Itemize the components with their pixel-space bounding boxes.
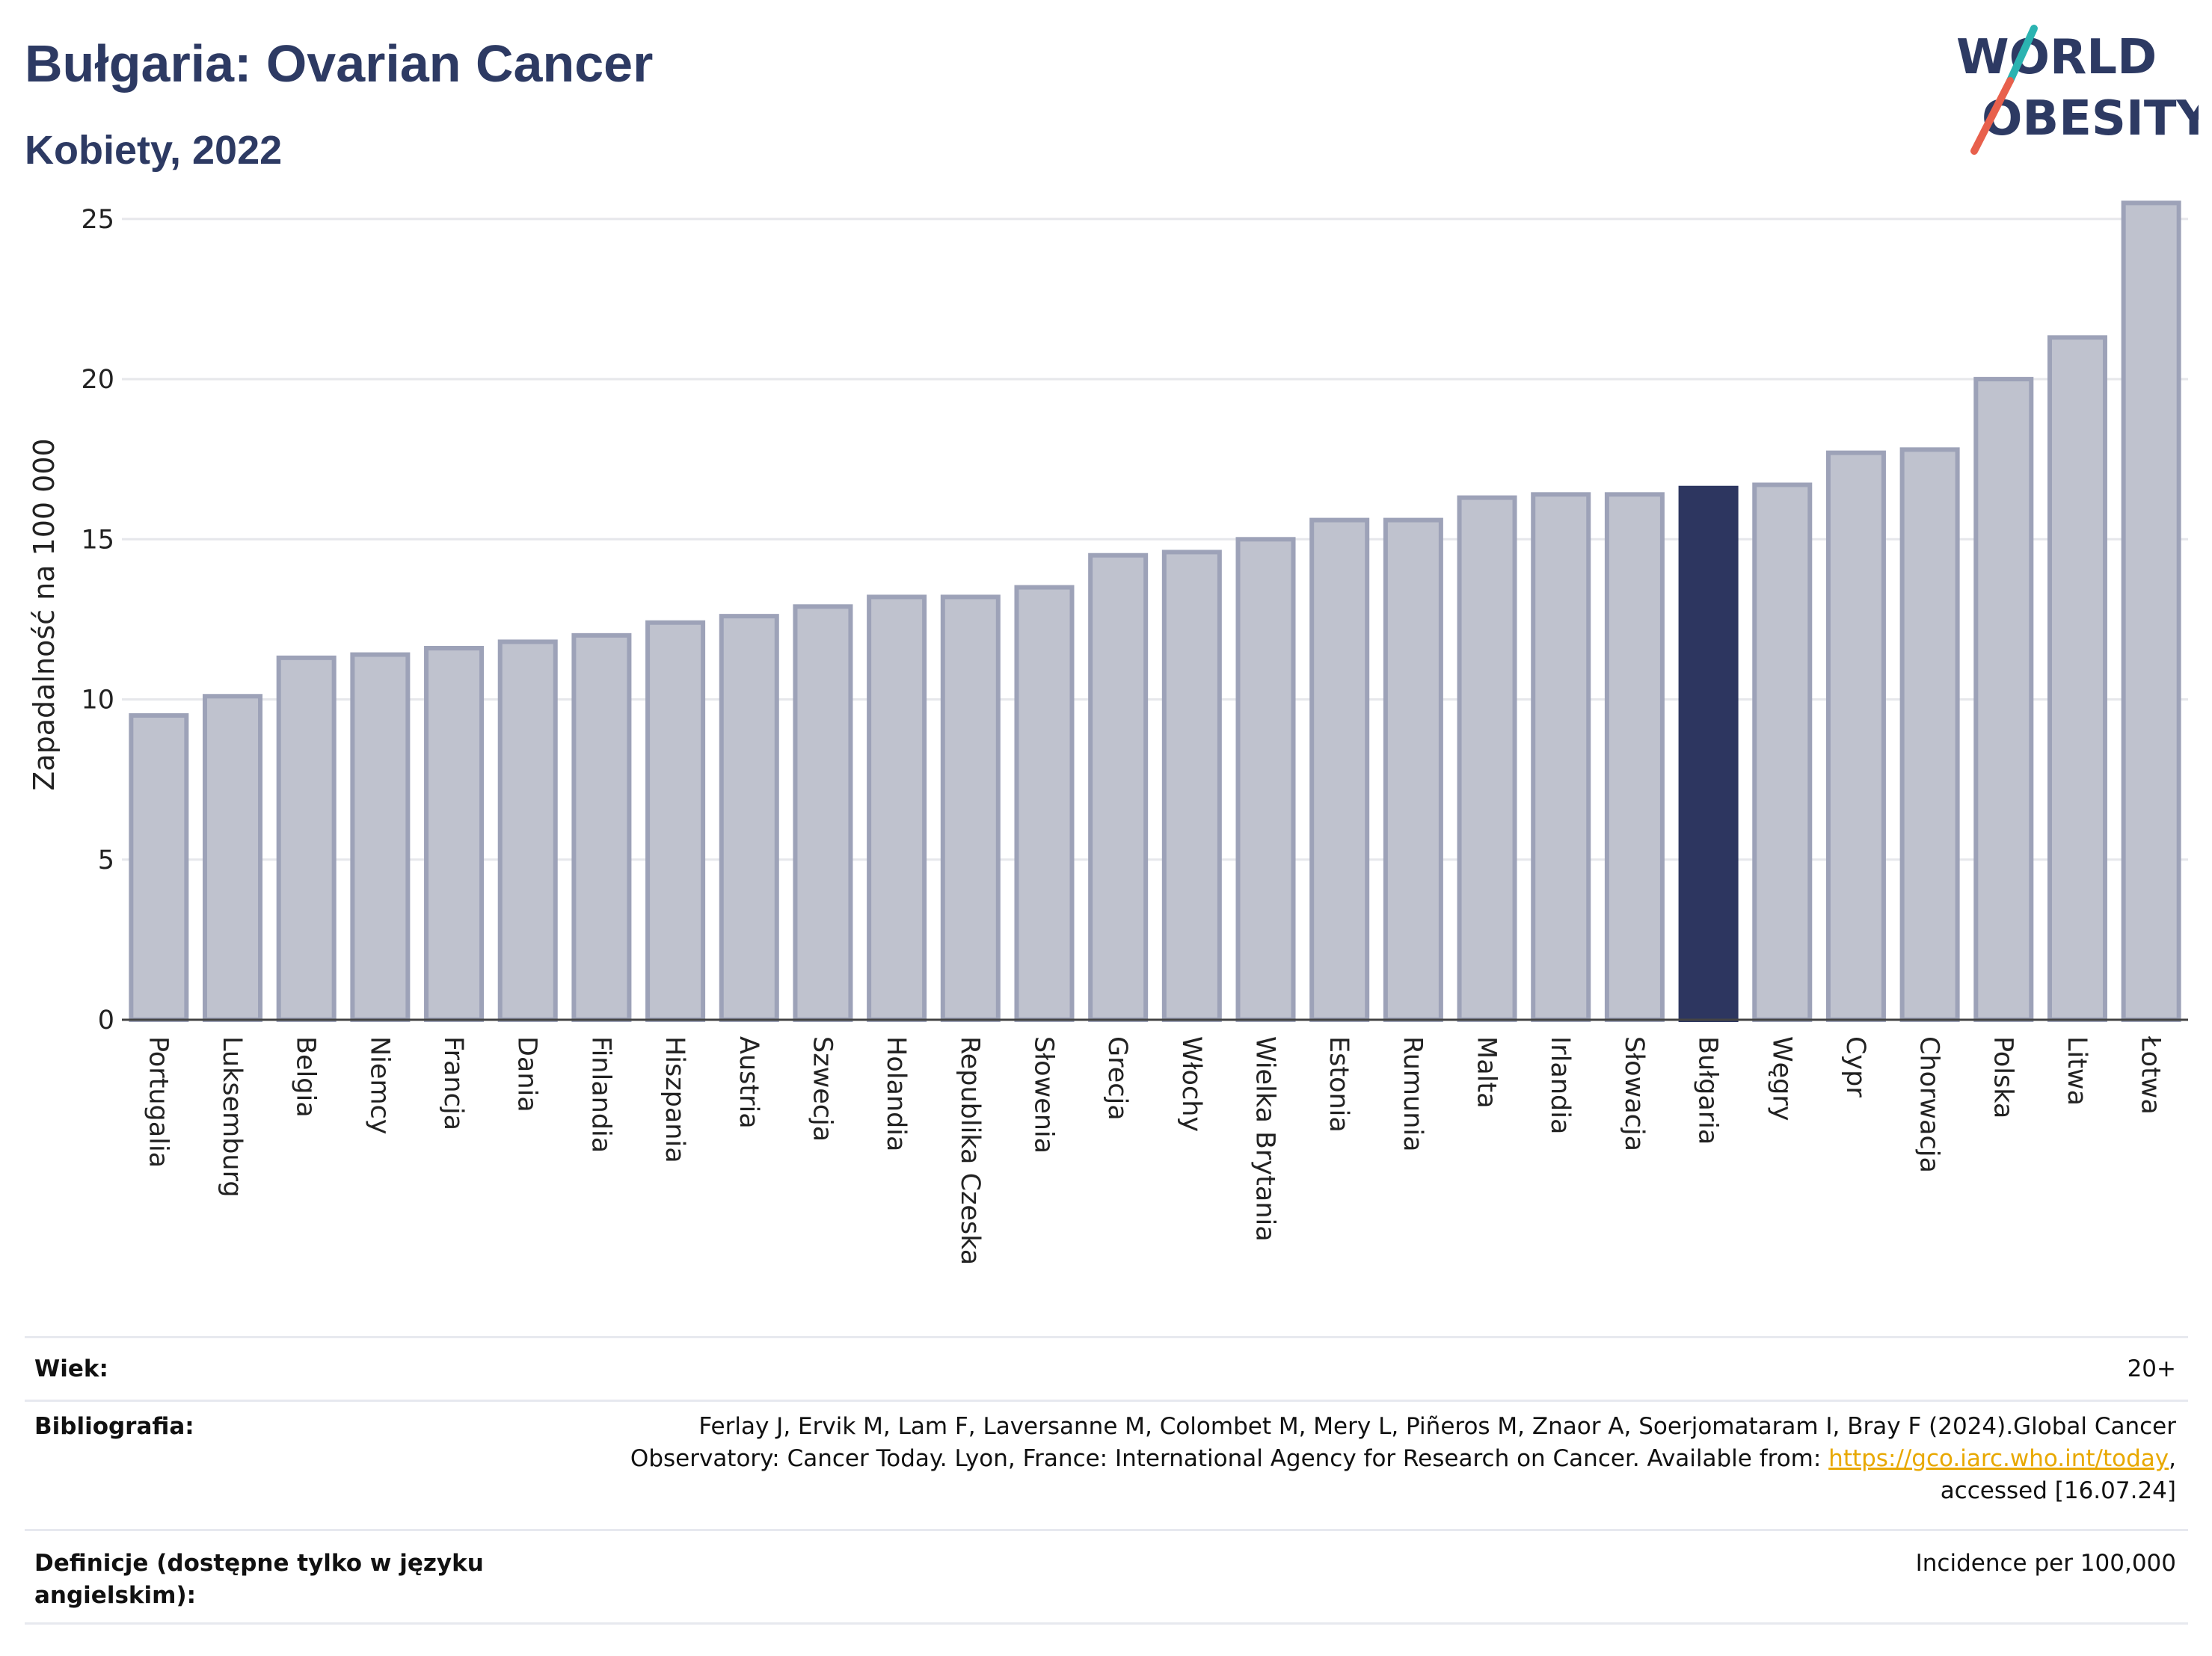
x-tick-label: Wielka Brytania (1250, 1036, 1280, 1242)
bar-9 (793, 604, 853, 1022)
x-tick-label: Grecja (1102, 1036, 1132, 1121)
x-tick-label: Litwa (2062, 1036, 2092, 1106)
bar-22 (1752, 482, 1813, 1022)
x-tick-label: Republika Czeska (955, 1036, 985, 1265)
definitions-label-line2: angielskim): (34, 1582, 197, 1609)
y-tick-labels: 0 5 10 15 20 25 (81, 205, 114, 1035)
bar-23 (1825, 450, 1886, 1022)
x-category-labels: Portugalia Luksemburg Belgia Niemcy Francja D… (143, 1035, 2165, 1265)
bar-10 (867, 594, 927, 1022)
logo-slash-bottom (1970, 77, 2014, 155)
bar-19 (1531, 492, 1591, 1022)
bar-17 (1383, 517, 1443, 1022)
definitions-label: Definicje (dostępne tylko w języku angie… (34, 1548, 484, 1612)
x-tick-label: Hiszpania (660, 1036, 689, 1163)
bar-0 (129, 712, 189, 1022)
info-row-age: Wiek: 20+ (25, 1338, 2188, 1402)
age-value: 20+ (2127, 1355, 2176, 1382)
x-tick-label: Szwecja (807, 1036, 837, 1142)
x-tick-label: Belgia (291, 1036, 321, 1118)
definitions-label-line1: Definicje (dostępne tylko w języku (34, 1550, 484, 1577)
y-tick-label: 20 (81, 365, 114, 395)
x-tick-label: Słowacja (1619, 1036, 1649, 1151)
bar-20 (1604, 492, 1665, 1022)
page-subtitle: Kobiety, 2022 (25, 128, 283, 173)
x-tick-label: Irlandia (1545, 1036, 1575, 1134)
x-tick-label: Włochy (1176, 1036, 1206, 1132)
info-row-definitions: Definicje (dostępne tylko w języku angie… (25, 1531, 2188, 1625)
bars (129, 200, 2181, 1023)
bar-12 (1014, 585, 1075, 1022)
bar-1 (203, 694, 263, 1022)
y-tick-label: 5 (98, 846, 114, 875)
bar-24 (1899, 447, 1960, 1022)
info-table: Wiek: 20+ Bibliografia: Ferlay J, Ervik … (25, 1336, 2188, 1625)
bibliography-line1: Ferlay J, Ervik M, Lam F, Laversanne M, … (698, 1413, 2176, 1440)
bar-14 (1161, 550, 1222, 1022)
x-tick-label: Holandia (881, 1036, 911, 1151)
logo-slash-top (2006, 25, 2038, 84)
y-tick-label: 10 (81, 686, 114, 715)
bibliography-label: Bibliografia: (34, 1413, 194, 1440)
x-tick-label: Estonia (1324, 1036, 1354, 1133)
x-tick-label: Luksemburg (217, 1036, 247, 1198)
x-tick-label: Austria (734, 1036, 764, 1129)
y-tick-label: 0 (98, 1006, 114, 1035)
logo-line1: WORLD (1956, 30, 2157, 85)
bibliography-line2-suffix: , (2169, 1445, 2176, 1472)
world-obesity-logo: WORLD OBESITY (1956, 25, 2199, 155)
logo-line2: OBESITY (1982, 91, 2199, 147)
x-tick-label: Polska (1988, 1036, 2018, 1118)
x-tick-label: Finlandia (586, 1036, 615, 1153)
x-tick-label: Portugalia (143, 1036, 173, 1168)
bar-15 (1235, 537, 1296, 1022)
bar-4 (424, 645, 485, 1022)
bar-chart: 0 5 10 15 20 25 Portugalia Luksemburg Belgia Nie… (28, 200, 2188, 1265)
x-tick-label: Łotwa (2136, 1035, 2166, 1115)
bar-21 (1678, 485, 1739, 1022)
bibliography-line2-text: Observatory: Cancer Today. Lyon, France:… (630, 1445, 1829, 1472)
definitions-value: Incidence per 100,000 (1915, 1550, 2176, 1577)
age-label: Wiek: (34, 1355, 108, 1382)
y-axis-title: Zapadalność na 100 000 (28, 438, 61, 790)
bar-16 (1309, 517, 1370, 1022)
bar-7 (645, 620, 706, 1022)
x-tick-label: Węgry (1766, 1036, 1796, 1121)
bar-11 (940, 594, 1001, 1022)
x-tick-label: Cypr (1840, 1036, 1870, 1098)
bibliography-link[interactable]: https://gco.iarc.who.int/today (1828, 1445, 2169, 1472)
x-tick-label: Rumunia (1398, 1036, 1428, 1152)
bar-8 (719, 614, 779, 1022)
bibliography-line3: accessed [16.07.24] (1940, 1477, 2176, 1504)
bar-5 (497, 639, 558, 1023)
bibliography-line2: Observatory: Cancer Today. Lyon, France:… (630, 1443, 2176, 1475)
x-tick-label: Słowenia (1028, 1036, 1058, 1154)
x-tick-label: Dania (512, 1036, 542, 1112)
bar-6 (571, 632, 632, 1022)
page-title: Bułgaria: Ovarian Cancer (25, 34, 654, 93)
info-row-bibliography: Bibliografia: Ferlay J, Ervik M, Lam F, … (25, 1402, 2188, 1531)
bar-13 (1088, 552, 1149, 1022)
x-tick-label: Bułgaria (1693, 1036, 1723, 1145)
bar-27 (2121, 200, 2181, 1022)
y-tick-label: 15 (81, 525, 114, 555)
bibliography-value: Ferlay J, Ervik M, Lam F, Laversanne M, … (630, 1411, 2176, 1507)
y-tick-label: 25 (81, 205, 114, 235)
x-tick-label: Chorwacja (1914, 1036, 1944, 1173)
bar-26 (2047, 335, 2107, 1022)
x-tick-label: Niemcy (364, 1036, 394, 1135)
bar-18 (1457, 495, 1517, 1022)
x-tick-label: Francja (438, 1036, 468, 1130)
bar-2 (276, 655, 337, 1022)
bar-25 (1973, 377, 2034, 1023)
x-tick-label: Malta (1472, 1036, 1502, 1109)
bar-3 (350, 652, 411, 1022)
